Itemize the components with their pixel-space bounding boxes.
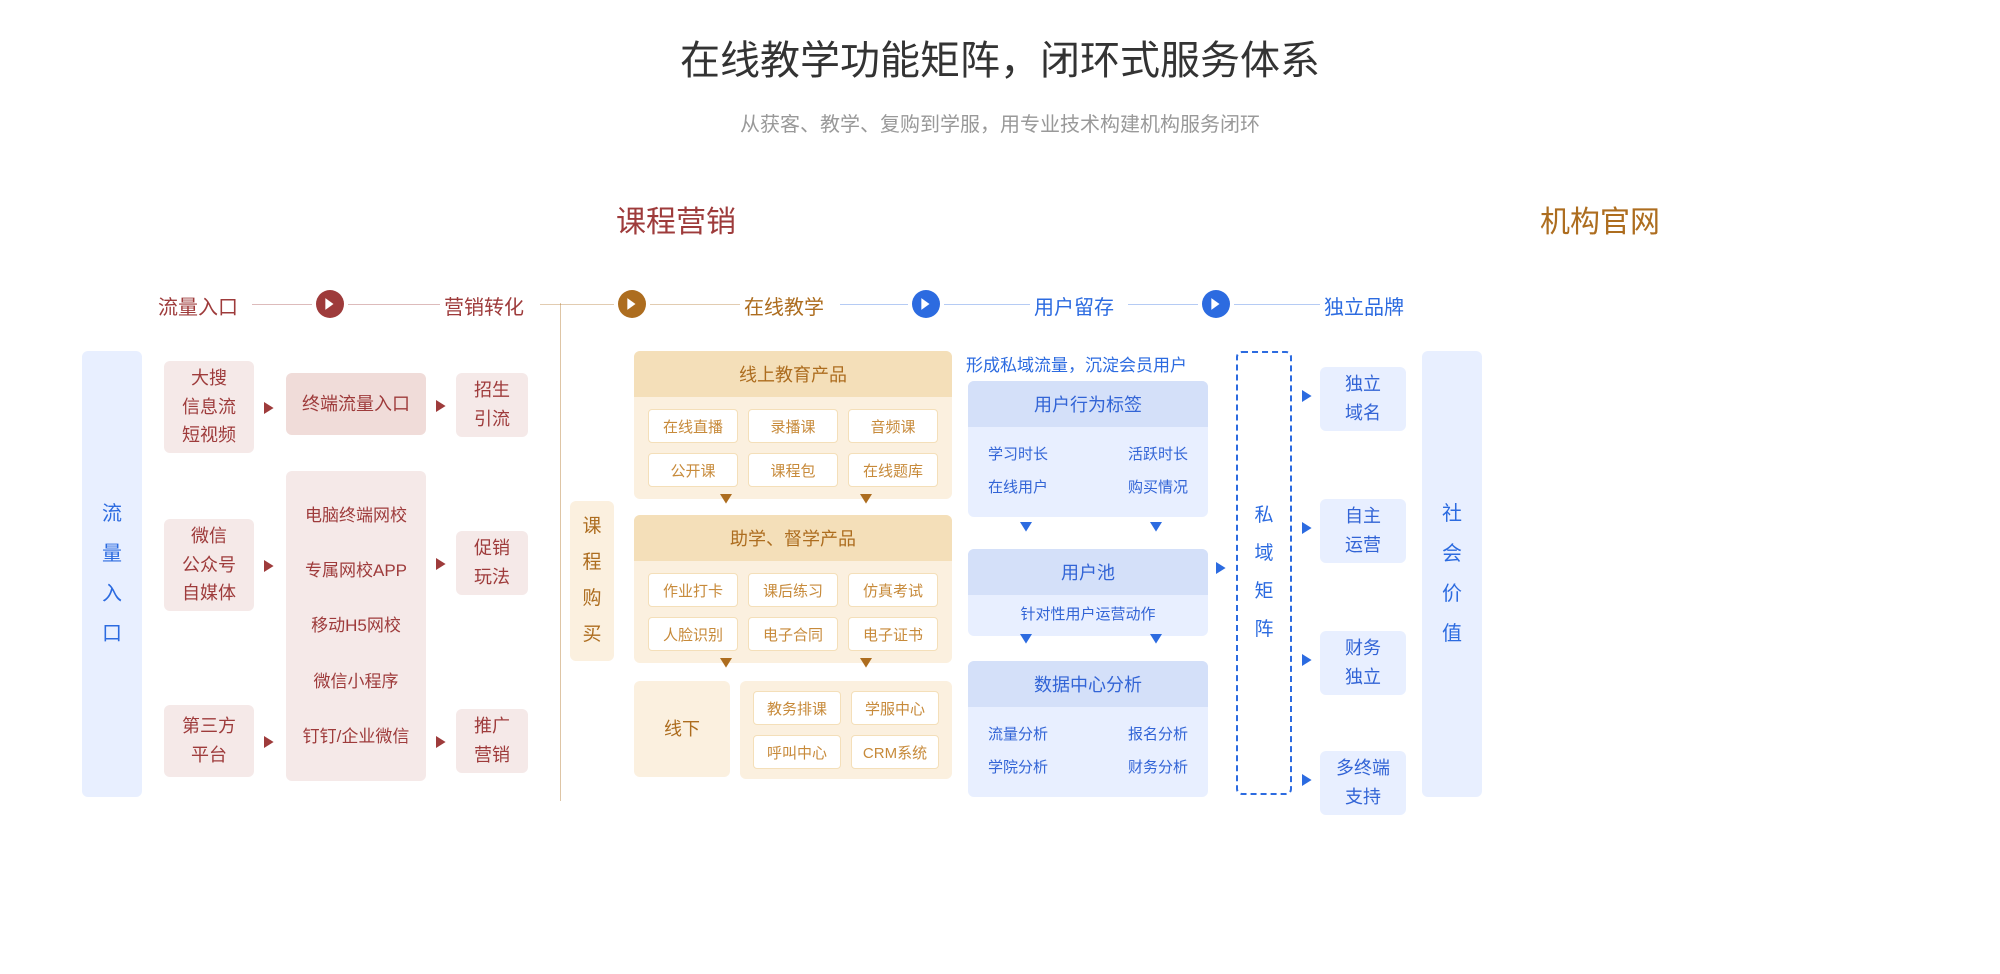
chip: 仿真考试 — [848, 573, 938, 607]
chip: 作业打卡 — [648, 573, 738, 607]
chip: CRM系统 — [851, 735, 939, 769]
private-matrix: 私域矩阵 — [1236, 351, 1292, 795]
list-item: 电脑终端网校 — [305, 502, 407, 529]
metric: 学院分析 — [988, 756, 1048, 777]
chip: 录播课 — [748, 409, 838, 443]
page-subtitle: 从获客、教学、复购到学服，用专业技术构建机构服务闭环 — [0, 108, 2000, 137]
user-block: 用户行为标签学习时长 活跃时长在线用户 购买情况 — [968, 381, 1208, 517]
terminal-box: 终端流量入口 — [286, 373, 426, 435]
arrow-icon — [436, 399, 448, 415]
entry-box: 微信公众号自媒体 — [164, 519, 254, 611]
product-panel: 助学、督学产品作业打卡课后练习仿真考试人脸识别电子合同电子证书 — [634, 515, 952, 663]
chip: 课程包 — [748, 453, 838, 487]
arrow-icon — [1020, 521, 1032, 537]
flow-arrow-icon — [316, 290, 344, 318]
flow-label: 营销转化 — [444, 291, 524, 320]
arrow-icon — [1150, 633, 1162, 649]
brand-box: 独立域名 — [1320, 367, 1406, 431]
user-block: 用户池针对性用户运营动作 — [968, 549, 1208, 636]
chip: 在线题库 — [848, 453, 938, 487]
panel-header: 助学、督学产品 — [634, 515, 952, 561]
diagram-area: 流量入口 社会价值 大搜信息流短视频微信公众号自媒体第三方平台 终端流量入口电脑终端网… — [0, 351, 2000, 911]
chip: 电子合同 — [748, 617, 838, 651]
page-title: 在线教学功能矩阵，闭环式服务体系 — [0, 0, 2000, 86]
entry-box: 第三方平台 — [164, 705, 254, 777]
marketing-box: 推广营销 — [456, 709, 528, 773]
panel-header: 用户池 — [968, 549, 1208, 595]
chip: 在线直播 — [648, 409, 738, 443]
arrow-icon — [860, 657, 872, 673]
flow-arrow-icon — [912, 290, 940, 318]
arrow-icon — [1216, 561, 1228, 577]
arrow-icon — [860, 493, 872, 509]
entry-box: 大搜信息流短视频 — [164, 361, 254, 453]
chip: 学服中心 — [851, 691, 939, 725]
arrow-icon — [264, 735, 276, 751]
list-item: 移动H5网校 — [311, 612, 401, 639]
terminal-list: 电脑终端网校专属网校APP 移动H5网校微信小程序钉钉/企业微信 — [286, 471, 426, 781]
offline-panel: 教务排课学服中心呼叫中心 CRM系统 — [740, 681, 952, 779]
side-left: 流量入口 — [82, 351, 142, 797]
arrow-icon — [264, 559, 276, 575]
arrow-icon — [1150, 521, 1162, 537]
arrow-icon — [1302, 521, 1314, 537]
metric: 在线用户 — [988, 476, 1048, 497]
arrow-icon — [1302, 773, 1314, 789]
user-block: 数据中心分析流量分析 报名分析学院分析 财务分析 — [968, 661, 1208, 797]
flow-label: 用户留存 — [1034, 291, 1114, 320]
section-header: 课程营销 — [616, 197, 736, 241]
section-headers: 课程营销机构官网用户运营 — [0, 197, 2000, 241]
list-item: 专属网校APP — [305, 557, 407, 584]
panel-header: 用户行为标签 — [968, 381, 1208, 427]
panel-header: 数据中心分析 — [968, 661, 1208, 707]
offline-label: 线下 — [634, 681, 730, 777]
list-item: 微信小程序 — [314, 668, 399, 695]
arrow-icon — [1020, 633, 1032, 649]
metric: 财务分析 — [1128, 756, 1188, 777]
chip: 人脸识别 — [648, 617, 738, 651]
brand-box: 财务独立 — [1320, 631, 1406, 695]
metric: 流量分析 — [988, 723, 1048, 744]
metric: 报名分析 — [1128, 723, 1188, 744]
chip: 电子证书 — [848, 617, 938, 651]
chip: 公开课 — [648, 453, 738, 487]
panel-subtitle: 针对性用户运营动作 — [968, 595, 1208, 636]
section-header: 机构官网 — [1540, 197, 1660, 241]
marketing-box: 招生引流 — [456, 373, 528, 437]
product-panel: 线上教育产品在线直播录播课音频课公开课课程包在线题库 — [634, 351, 952, 499]
arrow-icon — [436, 557, 448, 573]
course-buy: 课程购买 — [570, 501, 614, 661]
separator — [560, 303, 561, 801]
marketing-box: 促销玩法 — [456, 531, 528, 595]
metric: 购买情况 — [1128, 476, 1188, 497]
flow-arrow-icon — [618, 290, 646, 318]
user-ops-header: 形成私域流量，沉淀会员用户 — [966, 351, 1216, 375]
chip: 课后练习 — [748, 573, 838, 607]
flow-labels: 流量入口 营销转化 在线教学 用户留存 独立品牌 — [0, 291, 2000, 331]
arrow-icon — [436, 735, 448, 751]
chip: 音频课 — [848, 409, 938, 443]
flow-label: 流量入口 — [158, 291, 238, 320]
flow-label: 在线教学 — [744, 291, 824, 320]
arrow-icon — [264, 401, 276, 417]
brand-box: 自主运营 — [1320, 499, 1406, 563]
arrow-icon — [720, 657, 732, 673]
panel-header: 线上教育产品 — [634, 351, 952, 397]
arrow-icon — [1302, 653, 1314, 669]
arrow-icon — [1302, 389, 1314, 405]
side-right: 社会价值 — [1422, 351, 1482, 797]
metric: 活跃时长 — [1128, 443, 1188, 464]
chip: 呼叫中心 — [753, 735, 841, 769]
brand-box: 多终端支持 — [1320, 751, 1406, 815]
flow-arrow-icon — [1202, 290, 1230, 318]
arrow-icon — [720, 493, 732, 509]
chip: 教务排课 — [753, 691, 841, 725]
list-item: 钉钉/企业微信 — [303, 723, 410, 750]
flow-label: 独立品牌 — [1324, 291, 1404, 320]
metric: 学习时长 — [988, 443, 1048, 464]
